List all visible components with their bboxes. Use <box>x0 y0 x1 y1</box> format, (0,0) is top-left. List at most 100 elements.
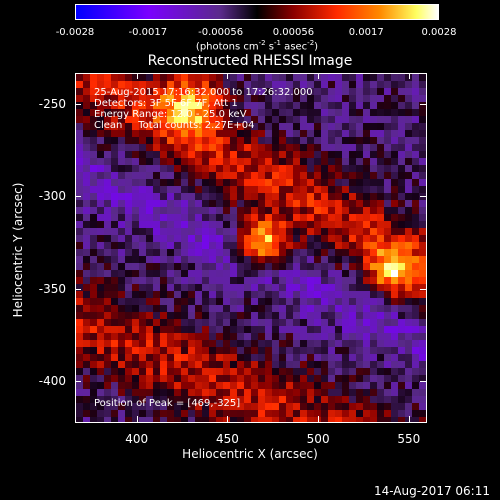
heatmap-cell <box>139 354 146 361</box>
heatmap-cell <box>342 116 349 123</box>
heatmap-cell <box>97 242 104 249</box>
heatmap-cell <box>223 165 230 172</box>
heatmap-cell <box>370 249 377 256</box>
heatmap-cell <box>398 235 405 242</box>
heatmap-cell <box>202 186 209 193</box>
heatmap-cell <box>363 277 370 284</box>
heatmap-cell <box>83 340 90 347</box>
heatmap-cell <box>76 340 83 347</box>
heatmap-cell <box>153 270 160 277</box>
heatmap-cell <box>118 333 125 340</box>
x-tick-mark <box>136 416 138 422</box>
heatmap-cell <box>160 95 167 102</box>
heatmap-cell <box>300 389 307 396</box>
heatmap-cell <box>412 137 419 144</box>
heatmap-cell <box>76 298 83 305</box>
heatmap-cell <box>293 123 300 130</box>
heatmap-cell <box>293 291 300 298</box>
heatmap-cell <box>293 417 300 422</box>
heatmap-cell <box>118 116 125 123</box>
heatmap-cell <box>216 186 223 193</box>
heatmap-cell <box>349 235 356 242</box>
heatmap-cell <box>405 326 412 333</box>
heatmap-cell <box>223 179 230 186</box>
heatmap-cell <box>174 396 181 403</box>
heatmap-cell <box>335 263 342 270</box>
heatmap-cell <box>97 417 104 422</box>
heatmap-cell <box>76 200 83 207</box>
heatmap-cell <box>125 179 132 186</box>
heatmap-cell <box>398 165 405 172</box>
heatmap-cell <box>349 221 356 228</box>
heatmap-cell <box>300 347 307 354</box>
heatmap-cell <box>251 172 258 179</box>
heatmap-cell <box>377 270 384 277</box>
heatmap-cell <box>146 375 153 382</box>
heatmap-cell <box>188 382 195 389</box>
heatmap-cell <box>104 186 111 193</box>
heatmap-cell <box>202 354 209 361</box>
heatmap-cell <box>160 130 167 137</box>
heatmap-cell <box>300 396 307 403</box>
heatmap-cell <box>370 326 377 333</box>
heatmap-cell <box>412 95 419 102</box>
heatmap-cell <box>174 242 181 249</box>
heatmap-cell <box>223 200 230 207</box>
heatmap-cell <box>209 116 216 123</box>
heatmap-cell <box>342 277 349 284</box>
heatmap-cell <box>195 74 202 81</box>
heatmap-cell <box>153 263 160 270</box>
heatmap-cell <box>230 249 237 256</box>
heatmap-cell <box>307 277 314 284</box>
heatmap-cell <box>223 256 230 263</box>
heatmap-cell <box>391 305 398 312</box>
heatmap-cell <box>335 88 342 95</box>
heatmap-cell <box>202 193 209 200</box>
heatmap-cell <box>370 193 377 200</box>
heatmap-cell <box>223 305 230 312</box>
heatmap-cell <box>160 368 167 375</box>
heatmap-cell <box>167 74 174 81</box>
heatmap-cell <box>195 319 202 326</box>
heatmap-cell <box>419 361 426 368</box>
heatmap-cell <box>251 200 258 207</box>
heatmap-cell <box>279 263 286 270</box>
heatmap-cell <box>216 410 223 417</box>
heatmap-cell <box>83 102 90 109</box>
heatmap-cell <box>391 74 398 81</box>
heatmap-cell <box>230 333 237 340</box>
heatmap-cell <box>132 403 139 410</box>
heatmap-cell <box>349 361 356 368</box>
heatmap-cell <box>258 179 265 186</box>
heatmap-cell <box>412 102 419 109</box>
heatmap-cell <box>398 88 405 95</box>
heatmap-cell <box>237 137 244 144</box>
heatmap-cell <box>412 207 419 214</box>
heatmap-cell <box>405 319 412 326</box>
heatmap-cell <box>293 172 300 179</box>
heatmap-cell <box>90 340 97 347</box>
heatmap-cell <box>349 116 356 123</box>
heatmap-cell <box>118 270 125 277</box>
heatmap-cell <box>293 382 300 389</box>
heatmap-cell <box>377 123 384 130</box>
heatmap-cell <box>76 151 83 158</box>
heatmap-cell <box>174 130 181 137</box>
heatmap-cell <box>384 207 391 214</box>
heatmap-cell <box>216 417 223 422</box>
heatmap-cell <box>76 277 83 284</box>
heatmap-cell <box>342 158 349 165</box>
heatmap-cell <box>216 193 223 200</box>
heatmap-cell <box>412 347 419 354</box>
heatmap-cell <box>174 375 181 382</box>
heatmap-cell <box>258 95 265 102</box>
heatmap-cell <box>363 116 370 123</box>
heatmap-cell <box>307 382 314 389</box>
heatmap-cell <box>230 298 237 305</box>
heatmap-cell <box>132 179 139 186</box>
heatmap-cell <box>244 298 251 305</box>
heatmap-cell <box>377 179 384 186</box>
x-tick-mark <box>408 73 410 79</box>
heatmap-cell <box>363 396 370 403</box>
heatmap-cell <box>97 361 104 368</box>
